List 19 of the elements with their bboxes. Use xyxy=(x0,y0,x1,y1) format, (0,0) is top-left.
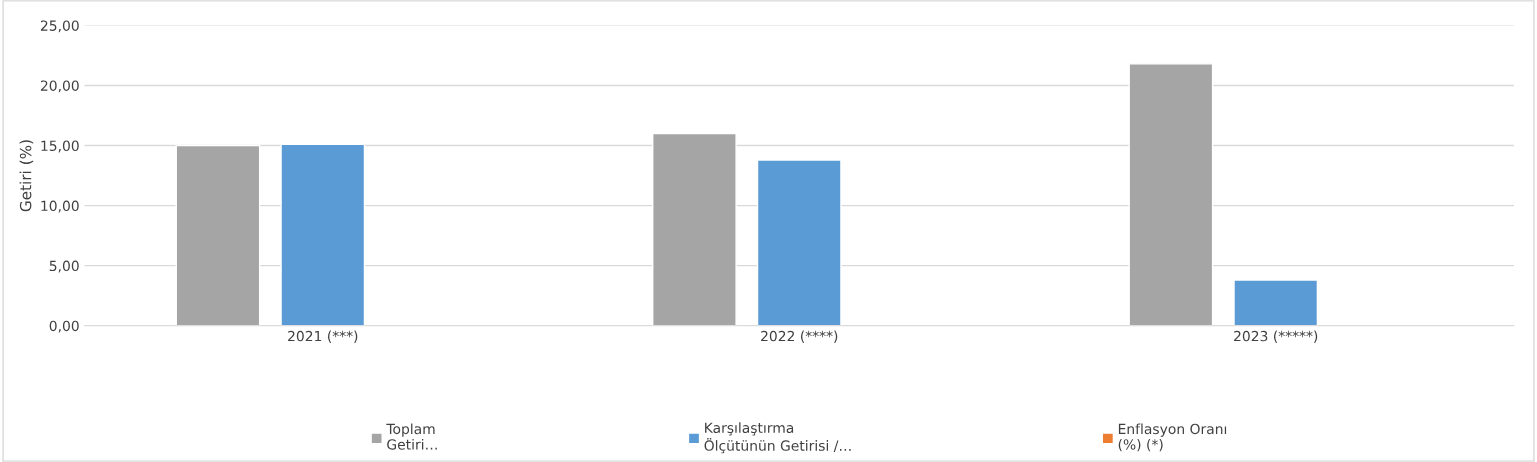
legend-label: Enflasyon Oranı (%) (*) xyxy=(1118,423,1227,452)
y-axis-title: Getiri (%) xyxy=(19,140,34,212)
legend-label: Karşılaştırma Ölçütünün Getirisi /… xyxy=(704,422,851,454)
bar xyxy=(1233,279,1319,326)
y-tick-label: 0,00 xyxy=(49,320,79,333)
bar xyxy=(652,132,737,326)
bar xyxy=(1128,63,1214,326)
y-tick-label: 10,00 xyxy=(41,200,79,213)
legend-label: Toplam Getiri… xyxy=(386,423,437,450)
y-tick-label: 5,00 xyxy=(49,260,79,273)
x-tick-label: 2022 (****) xyxy=(761,330,838,343)
y-tick-label: 20,00 xyxy=(40,80,79,93)
bar xyxy=(175,144,261,326)
y-tick-label: 15,00 xyxy=(41,140,79,153)
x-tick-label: 2021 (***) xyxy=(288,330,358,343)
bar xyxy=(280,143,366,326)
x-tick-label: 2023 (*****) xyxy=(1234,330,1318,343)
y-tick-label: 25,00 xyxy=(40,20,79,33)
bar xyxy=(756,159,842,326)
